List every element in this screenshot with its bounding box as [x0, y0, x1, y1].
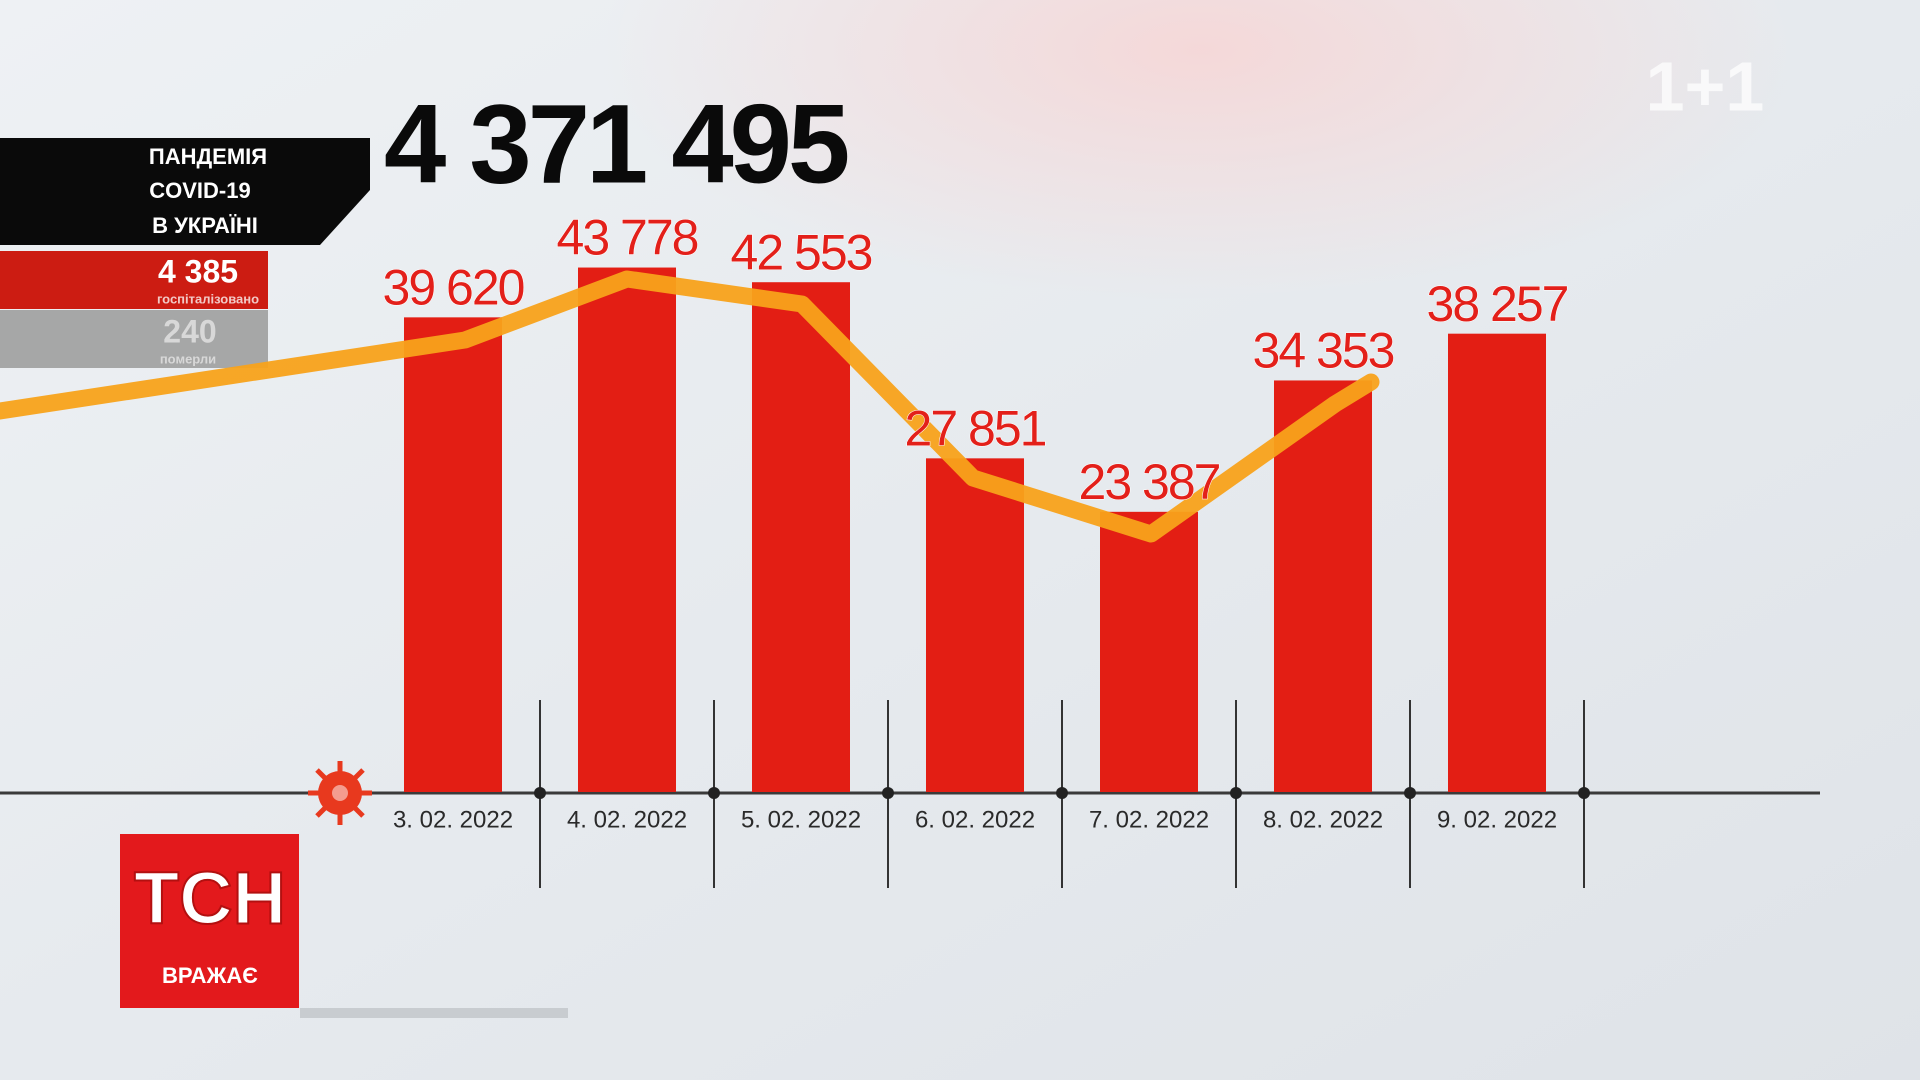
divider-dot — [882, 787, 894, 799]
x-tick-label: 8. 02. 2022 — [1263, 806, 1383, 833]
channel-logo: 1+1 — [1646, 47, 1765, 125]
x-tick-label: 9. 02. 2022 — [1437, 806, 1557, 833]
hospitalized-label: госпіталізовано — [157, 291, 259, 306]
value-labels: 39 620 3. 02. 2022 43 778 4. 02. 2022 42 553… — [382, 209, 1570, 833]
virus-icon — [308, 761, 372, 825]
panel-title: COVID-19 — [149, 178, 250, 203]
value-label: 38 257 — [1427, 276, 1568, 332]
bar — [404, 317, 502, 792]
dividers — [534, 700, 1590, 888]
panel-black — [0, 138, 370, 245]
x-tick-label: 7. 02. 2022 — [1089, 806, 1209, 833]
show-logo — [120, 834, 299, 1008]
x-tick-label: 4. 02. 2022 — [567, 806, 687, 833]
bar — [1274, 380, 1372, 792]
divider-dot — [708, 787, 720, 799]
x-tick-label: 6. 02. 2022 — [915, 806, 1035, 833]
bar — [926, 458, 1024, 792]
logo-bar — [300, 1008, 568, 1018]
value-label: 43 778 — [557, 210, 698, 266]
bar — [578, 267, 676, 792]
value-label: 39 620 — [383, 260, 524, 316]
bar — [752, 282, 850, 792]
bars — [404, 267, 1546, 792]
divider-dot — [1230, 787, 1242, 799]
value-label: 23 387 — [1079, 454, 1220, 510]
trend-line — [0, 270, 1380, 543]
divider-dot — [1404, 787, 1416, 799]
hospitalized-number: 4 385 — [158, 253, 238, 289]
deaths-label: померли — [160, 351, 216, 366]
bar — [1448, 333, 1546, 792]
total: 4 371 495 — [384, 82, 848, 207]
divider-dot — [1578, 787, 1590, 799]
deaths-number: 240 — [163, 313, 216, 349]
bar — [1100, 511, 1198, 792]
value-label: 27 851 — [905, 401, 1046, 457]
divider-dot — [534, 787, 546, 799]
value-label: 34 353 — [1253, 323, 1394, 379]
x-tick-label: 5. 02. 2022 — [741, 806, 861, 833]
panel-grey — [0, 310, 268, 368]
value-label: 42 553 — [731, 224, 872, 280]
panel-title: В УКРАЇНІ — [152, 213, 258, 238]
panel-title: ПАНДЕМІЯ — [149, 144, 267, 169]
panel-red — [0, 251, 268, 309]
show-name: ТСН — [134, 857, 286, 940]
x-tick-label: 3. 02. 2022 — [393, 806, 513, 833]
divider-dot — [1056, 787, 1068, 799]
show-tagline: ВРАЖАЄ — [162, 963, 258, 988]
